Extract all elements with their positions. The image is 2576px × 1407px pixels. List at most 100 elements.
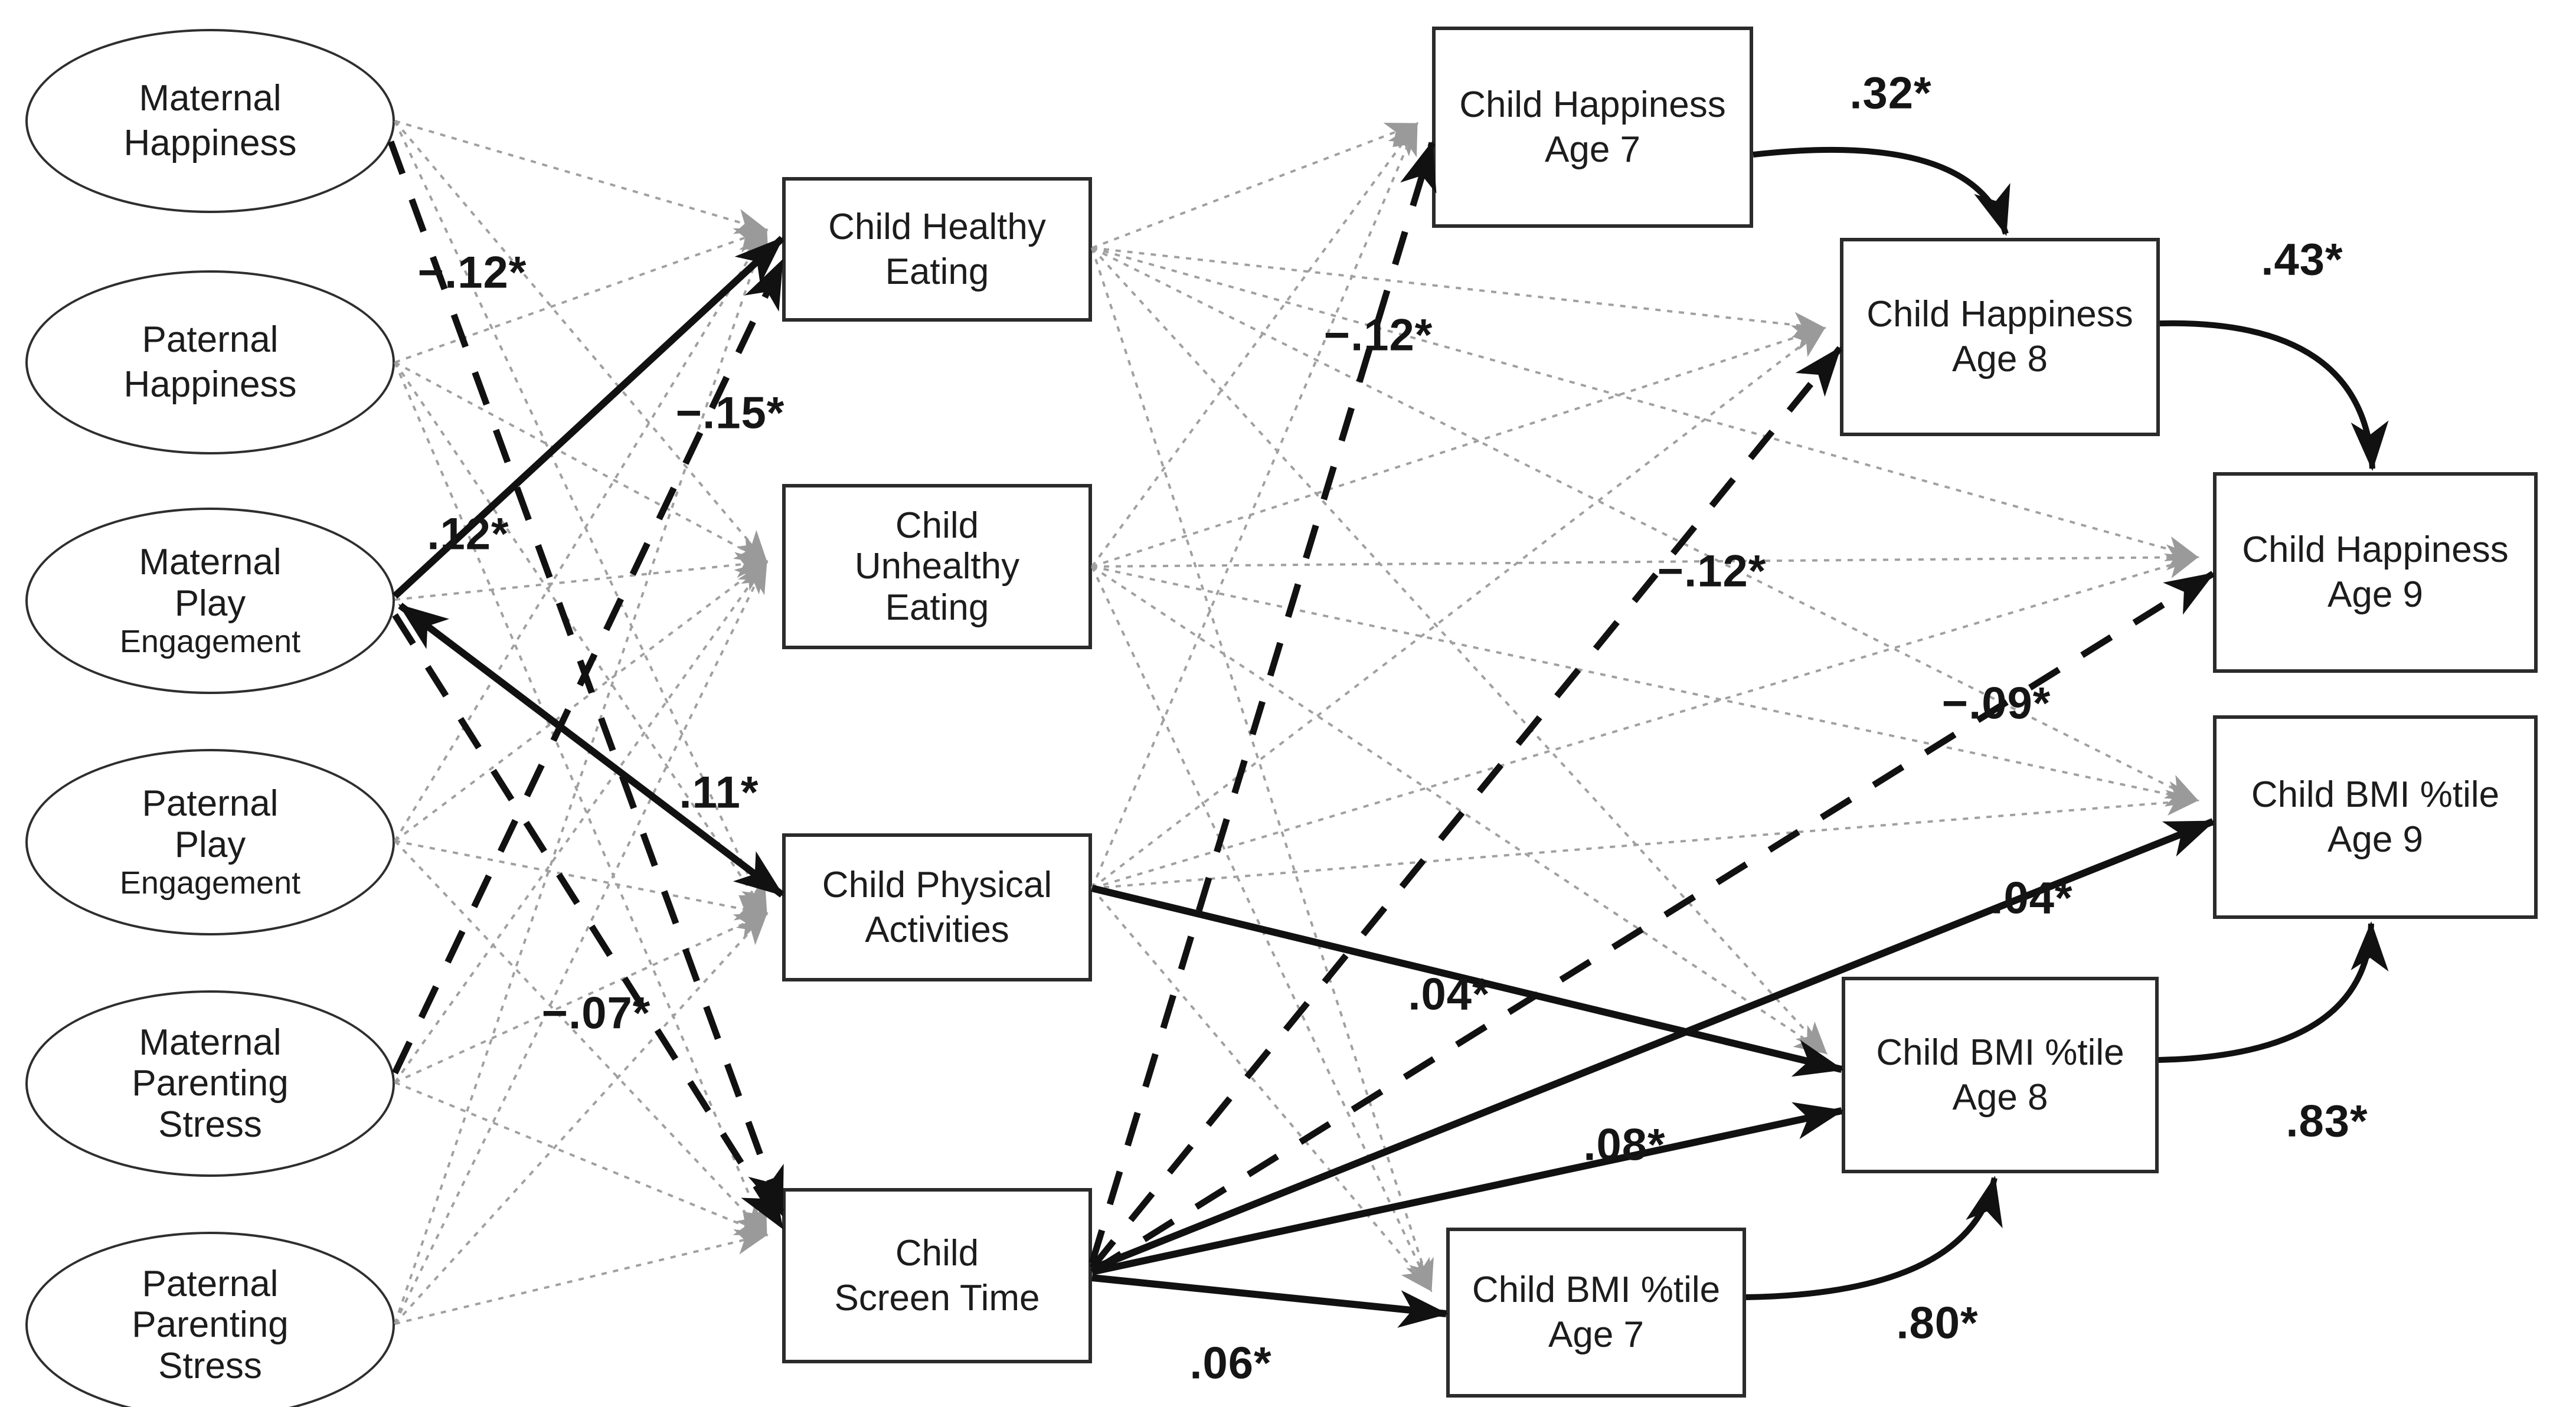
coef-maternal-play-healthy-eating: .12* (427, 509, 509, 559)
path-physical-activities-to-happiness8 (1091, 326, 1826, 889)
node-label-line: Maternal (139, 78, 282, 119)
node-label-line: Child BMI %tile (1472, 1269, 1721, 1311)
coef-maternal-stress-healthy-eating: −.15* (675, 388, 785, 439)
node-label-line: Eating (885, 587, 989, 628)
path-unhealthy-eating-to-bmi7 (1091, 566, 1432, 1293)
path-maternal-happiness-to-screen-time (387, 140, 786, 1217)
coef-physical-activities-bmi8: .04* (1408, 969, 1490, 1020)
node-label-line: Stress (158, 1345, 262, 1386)
node-label-line: Age 7 (1548, 1314, 1645, 1355)
node-child-screen-time: Child Screen Time (782, 1188, 1092, 1363)
node-label-line: Paternal (142, 783, 279, 824)
node-child-happiness-age8: Child Happiness Age 8 (1840, 238, 2160, 436)
node-label-line: Child BMI %tile (1876, 1032, 2124, 1073)
node-paternal-play-engagement: Paternal Play Engagement (25, 749, 395, 935)
node-label-line: Age 9 (2327, 574, 2424, 615)
node-label-line: Child Happiness (2242, 529, 2509, 571)
node-label-line: Age 7 (1544, 129, 1641, 170)
coef-maternal-happiness-screen-time: −.12* (417, 247, 527, 298)
node-label-line: Play (174, 824, 246, 865)
node-child-happiness-age7: Child Happiness Age 7 (1432, 27, 1753, 228)
coef-screen-time-happiness9: −.09* (1941, 678, 2051, 729)
node-label-line: Child Happiness (1866, 294, 2133, 335)
path-screen-time-to-bmi7 (1091, 1274, 1449, 1328)
path-paternal-stress-to-screen-time (394, 1229, 769, 1325)
node-label-line: Age 9 (2327, 819, 2424, 860)
path-maternal-stress-to-healthy-eating (392, 259, 785, 1075)
coef-maternal-play-physical-activities: .11* (679, 767, 759, 818)
node-paternal-happiness: Paternal Happiness (25, 270, 395, 454)
path-paternal-play-to-physical-activities (394, 840, 769, 921)
node-label-line: Eating (885, 251, 989, 292)
path-happiness7-to-happiness8 (1753, 146, 2011, 236)
path-maternal-play-to-screen-time (392, 613, 785, 1230)
node-label-line: Child (895, 1232, 979, 1274)
path-healthy-eating-to-happiness7 (1091, 122, 1419, 249)
coef-happiness7-happiness8: .32* (1849, 68, 1932, 119)
coef-bmi7-bmi8: .80* (1896, 1298, 1979, 1349)
node-child-physical-activities: Child Physical Activities (782, 833, 1092, 981)
node-maternal-parenting-stress: Maternal Parenting Stress (25, 990, 395, 1177)
node-label-line: Parenting (132, 1304, 289, 1346)
node-label-line: Child Happiness (1459, 84, 1726, 125)
path-maternal-play-to-physical-activities (398, 603, 784, 898)
node-label-line: Happiness (123, 364, 297, 405)
node-label-line: Activities (865, 909, 1009, 950)
coef-screen-time-happiness7: −.12* (1323, 310, 1433, 361)
path-bmi8-to-bmi9 (2158, 921, 2389, 1063)
path-paternal-stress-to-physical-activities (394, 912, 768, 1325)
node-child-unhealthy-eating: Child Unhealthy Eating (782, 484, 1092, 649)
coef-screen-time-bmi7: .06* (1189, 1338, 1272, 1389)
coef-bmi8-bmi9: .83* (2286, 1096, 2368, 1147)
path-maternal-happiness-to-healthy-eating (394, 120, 769, 234)
path-physical-activities-to-bmi7 (1091, 887, 1433, 1293)
node-label-line: Child Physical (822, 864, 1052, 905)
node-label-line: Paternal (142, 1263, 279, 1304)
node-label-line: Maternal (139, 542, 282, 583)
node-label-line: Child (895, 505, 979, 546)
path-healthy-eating-to-bmi8 (1091, 247, 1828, 1055)
path-bmi7-to-bmi8 (1745, 1176, 2003, 1300)
node-label-line: Engagement (119, 865, 301, 901)
node-child-bmi-age9: Child BMI %tile Age 9 (2213, 715, 2538, 919)
coef-screen-time-bmi9: .04* (1990, 873, 2073, 924)
node-label-line: Play (174, 583, 246, 624)
path-physical-activities-to-happiness7 (1091, 122, 1418, 889)
node-label-line: Age 8 (1952, 1076, 2048, 1118)
node-child-happiness-age9: Child Happiness Age 9 (2213, 472, 2538, 673)
node-child-bmi-age7: Child BMI %tile Age 7 (1446, 1228, 1746, 1398)
node-maternal-happiness: Maternal Happiness (25, 29, 395, 213)
node-child-bmi-age8: Child BMI %tile Age 8 (1842, 977, 2159, 1173)
path-unhealthy-eating-to-happiness8 (1091, 325, 1826, 568)
coef-screen-time-bmi8: .08* (1583, 1120, 1666, 1170)
node-label-line: Child BMI %tile (2251, 774, 2500, 815)
path-screen-time-to-happiness8 (1089, 346, 1843, 1270)
path-maternal-stress-to-screen-time (394, 1081, 769, 1236)
node-label-line: Happiness (123, 123, 297, 163)
node-label-line: Screen Time (834, 1277, 1040, 1318)
node-paternal-parenting-stress: Paternal Parenting Stress (25, 1232, 395, 1407)
path-healthy-eating-to-happiness8 (1091, 247, 1826, 338)
coef-maternal-play-screen-time: −.07* (541, 988, 651, 1039)
coef-screen-time-happiness8: −.12* (1657, 546, 1767, 597)
node-label-line: Parenting (132, 1063, 289, 1104)
path-happiness8-to-happiness9 (2159, 320, 2389, 471)
path-healthy-eating-to-bmi7 (1091, 247, 1434, 1293)
path-paternal-happiness-to-physical-activities (394, 361, 768, 916)
node-label-line: Stress (158, 1104, 262, 1145)
node-label-line: Maternal (139, 1022, 282, 1063)
node-label-line: Engagement (119, 624, 301, 660)
node-label-line: Unhealthy (854, 546, 1020, 587)
node-maternal-play-engagement: Maternal Play Engagement (25, 508, 395, 694)
coef-happiness8-happiness9: .43* (2261, 234, 2343, 285)
path-paternal-stress-to-unhealthy-eating (394, 559, 767, 1324)
path-unhealthy-eating-to-happiness9 (1091, 544, 2199, 571)
path-maternal-play-to-unhealthy-eating (394, 552, 769, 601)
node-label-line: Age 8 (1951, 339, 2048, 379)
node-label-line: Paternal (142, 319, 279, 361)
node-label-line: Child Healthy (828, 206, 1046, 247)
node-child-healthy-eating: Child Healthy Eating (782, 177, 1092, 322)
path-maternal-happiness-to-unhealthy-eating (394, 120, 768, 564)
